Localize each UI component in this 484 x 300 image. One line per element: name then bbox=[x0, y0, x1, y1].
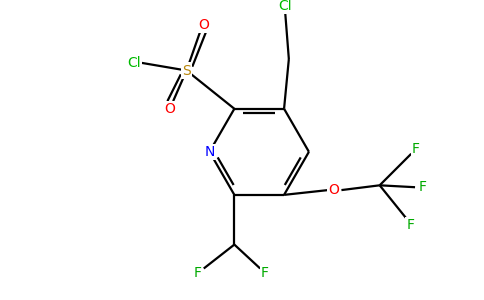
Text: S: S bbox=[182, 64, 191, 77]
Text: F: F bbox=[419, 180, 427, 194]
Text: F: F bbox=[406, 218, 414, 233]
Text: Cl: Cl bbox=[127, 56, 141, 70]
Text: Cl: Cl bbox=[278, 0, 292, 13]
Text: F: F bbox=[412, 142, 420, 156]
Text: N: N bbox=[204, 145, 215, 159]
Text: O: O bbox=[328, 183, 339, 197]
Text: O: O bbox=[198, 18, 209, 32]
Text: F: F bbox=[194, 266, 202, 280]
Text: O: O bbox=[164, 102, 175, 116]
Text: F: F bbox=[261, 266, 269, 280]
